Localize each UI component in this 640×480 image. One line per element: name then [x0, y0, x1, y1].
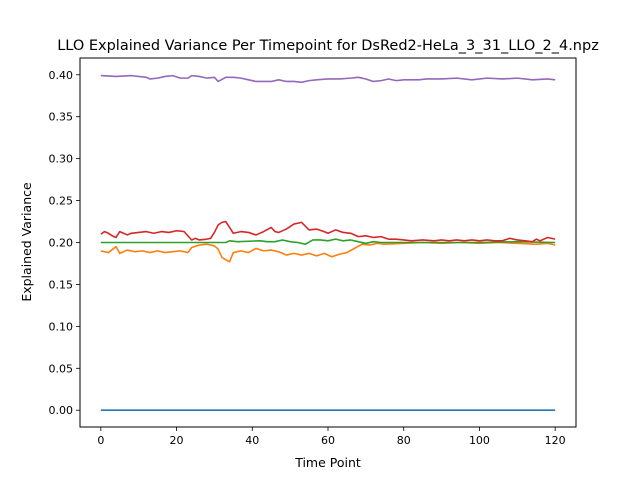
- y-tick-label-4: 0.20: [49, 237, 74, 250]
- series-line-3: [100, 220, 556, 243]
- x-tick-label-5: 100: [469, 434, 490, 447]
- plot-area: 0 20 40 60 80 100 120 0.00 0.05 0.10 0.15 0.20 0.25 0…: [49, 69, 566, 447]
- y-tick-label-1: 0.05: [49, 362, 74, 375]
- plot-frame: [79, 57, 577, 428]
- y-tick-label-5: 0.25: [49, 195, 74, 208]
- y-tick-label-3: 0.15: [49, 278, 74, 291]
- series-line-4: [100, 74, 556, 84]
- y-tick-label-7: 0.35: [49, 111, 74, 124]
- y-tick-label-8: 0.40: [49, 69, 74, 82]
- x-tick-label-2: 40: [245, 434, 259, 447]
- y-tick-label-0: 0.00: [49, 404, 74, 417]
- x-tick-label-6: 120: [545, 434, 566, 447]
- x-tick-label-0: 0: [97, 434, 104, 447]
- series-line-2: [100, 238, 556, 245]
- x-tick-label-4: 80: [397, 434, 411, 447]
- y-tick-label-2: 0.10: [49, 320, 74, 333]
- x-axis-label: Time Point: [294, 455, 361, 470]
- x-tick-label-1: 20: [170, 434, 184, 447]
- y-tick-label-6: 0.30: [49, 153, 74, 166]
- chart-title: LLO Explained Variance Per Timepoint for…: [57, 38, 599, 54]
- y-axis-label: Explained Variance: [19, 182, 34, 302]
- x-tick-label-3: 60: [321, 434, 335, 447]
